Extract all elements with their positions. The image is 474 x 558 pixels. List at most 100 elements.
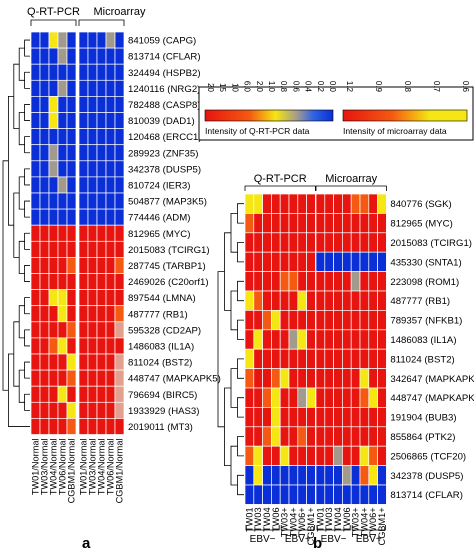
panel-a-qrt-cell-r22-c0 — [30, 385, 41, 403]
panel-b-column-label: TW04+ — [359, 507, 369, 537]
panel-a-qrt-cell-r17-c2 — [48, 305, 59, 323]
panel-a-micro-cell-r11-c2 — [96, 208, 107, 226]
panel-b-qrt-cell-r10-c7 — [306, 387, 316, 408]
panel-b-micro-cell-r0-c7 — [377, 193, 387, 214]
panel-b-qrt-cell-r6-c3 — [271, 310, 281, 331]
panel-b-ebv-label: EBV+ — [356, 534, 382, 545]
panel-b-qrt-cell-r4-c7 — [306, 271, 316, 292]
panel-b-qrt-cell-r0-c5 — [288, 193, 299, 214]
panel-b-qrt-cell-r11-c3 — [271, 407, 281, 428]
panel-a-micro-cell-r4-c3 — [105, 96, 116, 113]
panel-b-micro-cell-r6-c0 — [315, 310, 326, 331]
panel-b-column-label: TW03 — [253, 507, 263, 532]
panel-a-qrt-cell-r12-c2 — [48, 224, 59, 242]
panel-b-qrt-cell-r3-c5 — [288, 251, 299, 272]
panel-a-micro-cell-r9-c2 — [96, 176, 107, 194]
panel-b-micro-cell-r13-c0 — [315, 445, 326, 466]
panel-b-qrt-cell-r3-c7 — [306, 251, 316, 272]
panel-b-qrt-cell-r4-c1 — [253, 271, 263, 292]
qrt-tick-label: 0.8 — [279, 81, 288, 93]
panel-b-micro-cell-r14-c3 — [342, 465, 352, 486]
panel-b-qrt-cell-r7-c1 — [253, 329, 263, 350]
panel-b-micro-cell-r3-c4 — [350, 251, 361, 272]
panel-b-micro-cell-r10-c1 — [324, 387, 334, 408]
panel-b-micro-cell-r10-c5 — [359, 387, 370, 408]
panel-a-qrt-cell-r7-c4 — [66, 144, 77, 162]
panel-a-micro-cell-r23-c1 — [87, 401, 98, 419]
panel-a-group-label: Q-RT-PCR — [27, 6, 80, 18]
panel-b-qrt-cell-r12-c6 — [297, 426, 307, 447]
panel-b-qrt-cell-r4-c6 — [297, 271, 307, 292]
panel-a-qrt-cell-r11-c3 — [57, 208, 68, 226]
panel-a-qrt-cell-r14-c2 — [48, 257, 59, 274]
panel-b-micro-cell-r0-c3 — [342, 193, 352, 214]
panel-a-qrt-cell-r11-c1 — [39, 208, 50, 226]
panel-a-qrt-cell-r0-c3 — [57, 31, 68, 49]
qrt-tick-label: 0.4 — [304, 81, 313, 93]
panel-b-ebv-bracket — [316, 525, 351, 531]
panel-a-micro-cell-r4-c4 — [114, 96, 125, 113]
panel-a-qrt-cell-r8-c3 — [57, 160, 68, 178]
panel-b-micro-cell-r0-c4 — [350, 193, 361, 214]
panel-a-micro-cell-r2-c0 — [78, 63, 89, 81]
panel-b-ebv-bracket — [351, 525, 386, 531]
panel-b-qrt-cell-r5-c0 — [244, 290, 255, 311]
panel-b-qrt-cell-r2-c1 — [253, 232, 263, 253]
panel-b-micro-cell-r10-c6 — [368, 387, 378, 408]
panel-b-qrt-cell-r0-c6 — [297, 193, 307, 214]
panel-a-qrt-cell-r1-c1 — [39, 47, 50, 65]
panel-b-qrt-cell-r15-c5 — [288, 484, 299, 505]
panel-a-micro-cell-r24-c0 — [78, 418, 89, 435]
panel-b-qrt-cell-r15-c0 — [244, 484, 255, 505]
panel-b-qrt-cell-r10-c6 — [297, 387, 307, 408]
qrt-tick-label: 2.0 — [255, 81, 264, 93]
panel-a-qrt-cell-r0-c2 — [48, 31, 59, 49]
panel-a-micro-cell-r20-c1 — [87, 353, 98, 371]
panel-b-qrt-cell-r6-c2 — [262, 310, 272, 331]
qrt-colorbar — [204, 109, 334, 122]
panel-a-row-label: 897544 (LMNA) — [128, 293, 196, 304]
panel-a-micro-cell-r8-c1 — [87, 160, 98, 178]
micro-tick-label: 1.2 — [345, 81, 354, 93]
panel-a-qrt-cell-r20-c1 — [39, 353, 50, 371]
panel-b-qrt-cell-r10-c4 — [279, 387, 290, 408]
panel-b-qrt-cell-r6-c4 — [279, 310, 290, 331]
panel-b-column-label: CGBM1+ — [306, 507, 316, 545]
panel-a-micro-cell-r6-c3 — [105, 128, 116, 146]
panel-b-group-label: Microarray — [325, 173, 377, 185]
panel-b-qrt-cell-r2-c5 — [288, 232, 299, 253]
panel-b-qrt-cell-r8-c7 — [306, 348, 316, 369]
panel-a-qrt-cell-r23-c3 — [57, 401, 68, 419]
panel-b-qrt-cell-r14-c6 — [297, 465, 307, 486]
panel-b-qrt-cell-r10-c5 — [288, 387, 299, 408]
panel-a-micro-cell-r17-c4 — [114, 305, 125, 323]
panel-a-micro-cell-r17-c0 — [78, 305, 89, 323]
panel-b-qrt-cell-r11-c6 — [297, 407, 307, 428]
panel-a-row-label: 289923 (ZNF35) — [128, 148, 198, 159]
panel-a-qrt-cell-r21-c4 — [66, 369, 77, 387]
qrt-tick-label: 0.2 — [316, 81, 325, 93]
panel-b-qrt-cell-r4-c3 — [271, 271, 281, 292]
panel-a-micro-cell-r24-c2 — [96, 418, 107, 435]
panel-b-micro-cell-r5-c5 — [359, 290, 370, 311]
panel-a-qrt-cell-r19-c0 — [30, 337, 41, 355]
panel-b-micro-cell-r8-c1 — [324, 348, 334, 369]
panel-a-column-label: TW03/Normal — [40, 439, 50, 496]
panel-a-qrt-cell-r18-c1 — [39, 321, 50, 339]
panel-a-qrt-cell-r0-c4 — [66, 31, 77, 49]
panel-a-row-label: 2469026 (C20orf1) — [128, 277, 209, 288]
panel-b-qrt-cell-r5-c2 — [262, 290, 272, 311]
panel-b-row-label: 342647 (MAPKAPK3) — [390, 374, 474, 385]
panel-b-micro-cell-r8-c4 — [350, 348, 361, 369]
panel-a-qrt-cell-r18-c4 — [66, 321, 77, 339]
panel-b-micro-cell-r2-c1 — [324, 232, 334, 253]
panel-b-qrt-cell-r10-c1 — [253, 387, 263, 408]
panel-b-row-label: 812965 (MYC) — [390, 219, 452, 230]
panel-a-qrt-cell-r11-c2 — [48, 208, 59, 226]
panel-a-qrt-cell-r14-c3 — [57, 257, 68, 274]
panel-b-micro-cell-r10-c0 — [315, 387, 326, 408]
panel-b-micro-cell-r10-c7 — [377, 387, 387, 408]
panel-a-qrt-cell-r21-c1 — [39, 369, 50, 387]
panel-a-qrt-cell-r16-c4 — [66, 289, 77, 307]
panel-a-row-label: 287745 (TARBP1) — [128, 261, 206, 272]
